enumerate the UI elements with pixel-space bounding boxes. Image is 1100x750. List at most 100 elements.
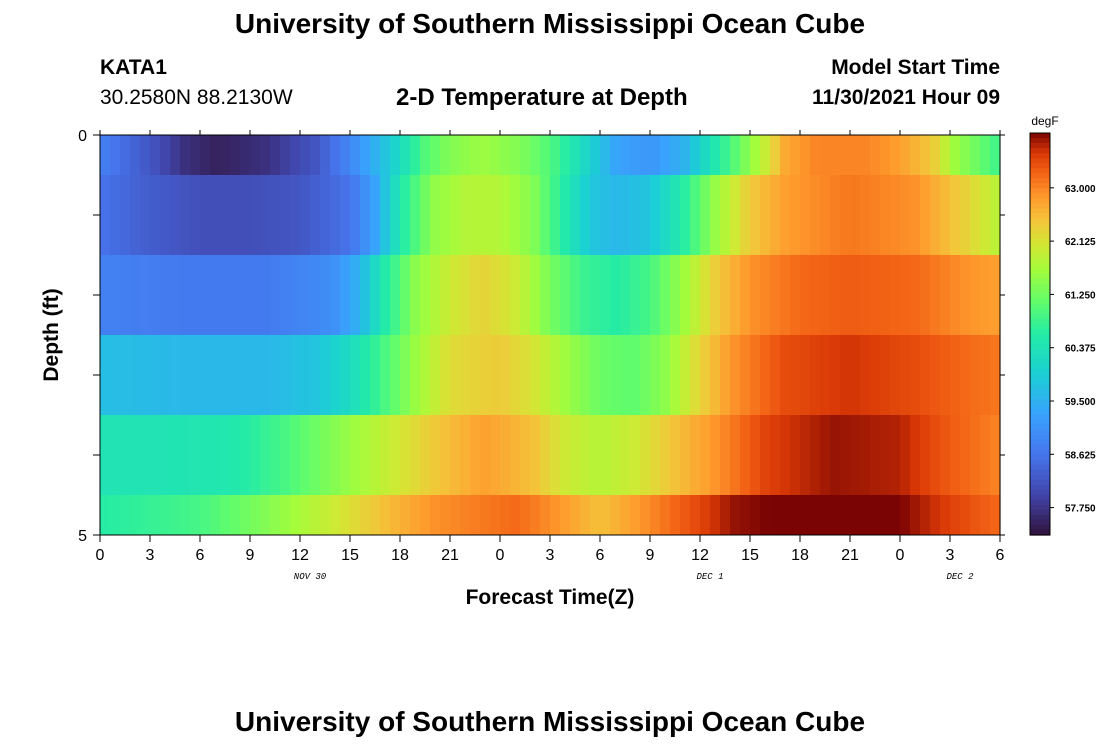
heatmap-cell <box>440 135 451 175</box>
heatmap-cell <box>360 135 371 175</box>
heatmap-cell <box>670 415 681 495</box>
heatmap-cell <box>860 255 871 335</box>
heatmap-cell <box>420 135 431 175</box>
heatmap-cell <box>820 415 831 495</box>
heatmap-cell <box>770 255 781 335</box>
heatmap-cell <box>630 415 641 495</box>
heatmap-cell <box>160 495 171 535</box>
heatmap-cell <box>360 335 371 415</box>
heatmap-cell <box>360 495 371 535</box>
heatmap-cell <box>700 175 711 255</box>
colorbar-swatch <box>1030 263 1050 270</box>
heatmap-cell <box>980 335 991 415</box>
heatmap-cell <box>640 415 651 495</box>
heatmap-cell <box>100 175 111 255</box>
heatmap-cell <box>710 255 721 335</box>
heatmap-cell <box>760 415 771 495</box>
heatmap-cell <box>210 415 221 495</box>
heatmap-cell <box>160 335 171 415</box>
x-axis-label: Forecast Time(Z) <box>466 586 635 609</box>
heatmap-cell <box>220 175 231 255</box>
heatmap-cell <box>550 495 561 535</box>
colorbar-tick-label: 62.125 <box>1065 237 1096 248</box>
heatmap-cell <box>690 135 701 175</box>
x-tick-label: 3 <box>146 547 155 564</box>
x-tick-label: 9 <box>246 547 255 564</box>
colorbar-swatch <box>1030 318 1050 325</box>
heatmap-cell <box>740 495 751 535</box>
heatmap-cell <box>620 255 631 335</box>
heatmap-cell <box>540 415 551 495</box>
heatmap-cell <box>680 335 691 415</box>
colorbar-swatch <box>1030 469 1050 476</box>
colorbar-swatch <box>1030 283 1050 290</box>
depth-layer <box>100 335 1001 415</box>
heatmap-cell <box>610 255 621 335</box>
heatmap-cell <box>710 335 721 415</box>
heatmap-cell <box>440 175 451 255</box>
colorbar-swatch <box>1030 188 1050 194</box>
heatmap-cell <box>430 135 441 175</box>
heatmap-cell <box>600 135 611 175</box>
heatmap-cell <box>220 495 231 535</box>
heatmap-cell <box>230 175 241 255</box>
heatmap-cell <box>130 495 141 535</box>
heatmap-cell <box>450 415 461 495</box>
heatmap-cell <box>880 495 891 535</box>
colorbar-swatch <box>1030 303 1050 310</box>
heatmap-cell <box>820 255 831 335</box>
heatmap-cell <box>740 175 751 255</box>
heatmap-cell <box>220 135 231 175</box>
heatmap-cell <box>480 255 491 335</box>
heatmap-cell <box>290 415 301 495</box>
heatmap-cell <box>920 175 931 255</box>
heatmap-cell <box>180 335 191 415</box>
heatmap-cell <box>860 495 871 535</box>
heatmap-cell <box>580 495 591 535</box>
heatmap-cell <box>520 495 531 535</box>
heatmap-cell <box>920 415 931 495</box>
heatmap-cell <box>260 255 271 335</box>
heatmap-cell <box>380 255 391 335</box>
colorbar-swatch <box>1030 389 1050 395</box>
x-tick-label: 12 <box>691 547 709 564</box>
heatmap-cell <box>740 135 751 175</box>
x-tick-label: 6 <box>196 547 205 564</box>
colorbar-swatch <box>1030 258 1050 265</box>
heatmap-cell <box>500 335 511 415</box>
heatmap-cell <box>490 135 501 175</box>
heatmap-cell <box>780 335 791 415</box>
x-tick-label: 18 <box>391 547 409 564</box>
heatmap-cell <box>600 335 611 415</box>
heatmap-cell <box>100 255 111 335</box>
colorbar-swatch <box>1030 489 1050 496</box>
heatmap-cell <box>420 255 431 335</box>
heatmap-cell <box>190 135 201 175</box>
heatmap-cell <box>420 175 431 255</box>
heatmap-cell <box>240 135 251 175</box>
heatmap-cell <box>380 175 391 255</box>
chart-subtitle: 2-D Temperature at Depth <box>396 84 688 111</box>
heatmap-cell <box>370 175 381 255</box>
heatmap-cell <box>840 135 851 175</box>
heatmap-cell <box>240 255 251 335</box>
heatmap-cell <box>470 175 481 255</box>
heatmap-cell <box>410 335 421 415</box>
colorbar-swatch <box>1030 449 1050 456</box>
colorbar-swatch <box>1030 479 1050 486</box>
heatmap-cell <box>210 335 221 415</box>
heatmap-cell <box>160 175 171 255</box>
heatmap-cell <box>540 495 551 535</box>
x-tick-label: 0 <box>496 547 505 564</box>
heatmap-cell <box>160 415 171 495</box>
heatmap-cell <box>910 175 921 255</box>
heatmap-cell <box>990 415 1001 495</box>
heatmap-cell <box>470 135 481 175</box>
colorbar-swatch <box>1030 419 1050 426</box>
colorbar-swatch <box>1030 514 1050 521</box>
heatmap-cell <box>590 255 601 335</box>
colorbar-swatch <box>1030 364 1050 370</box>
heatmap-cell <box>300 335 311 415</box>
heatmap-cell <box>250 175 261 255</box>
heatmap-cell <box>710 495 721 535</box>
